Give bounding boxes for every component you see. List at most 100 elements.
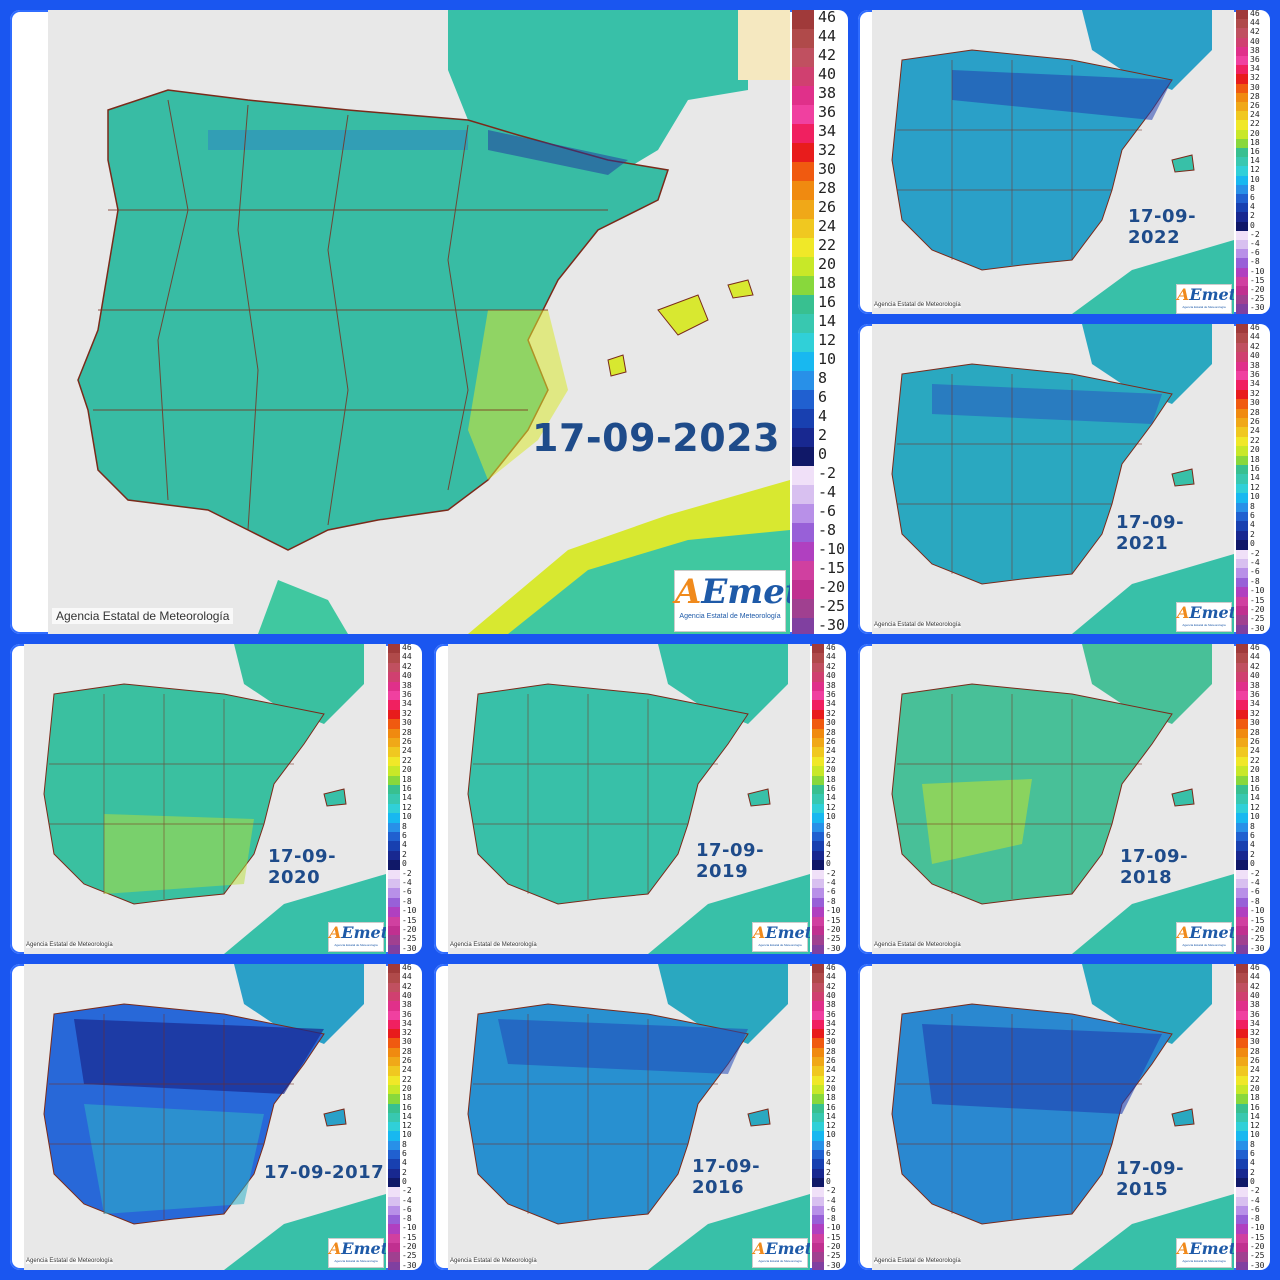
legend-swatch [1236,879,1248,889]
date-label: 17-09-2023 [532,416,781,460]
legend-swatch [812,1140,824,1151]
legend-label: 12 [1250,165,1260,175]
legend-label: 28 [402,727,412,737]
legend-swatch [812,1150,824,1160]
agency-credit: Agencia Estatal de Meteorología [450,942,537,948]
legend-label: -15 [402,915,417,925]
legend-label: -8 [402,1214,412,1224]
legend-swatch [1236,276,1248,287]
legend-label: 26 [1250,417,1260,426]
legend-swatch [1236,549,1248,560]
legend-label: 8 [826,1139,831,1149]
legend-swatch [1236,766,1248,777]
legend-label: 46 [1250,324,1260,332]
legend-swatch [812,897,824,908]
legend-swatch [1236,1094,1248,1104]
legend-label: -10 [1250,266,1265,276]
legend-label: 40 [826,671,836,681]
legend-swatch [388,1150,400,1160]
legend-swatch [1236,389,1248,400]
legend-label: 10 [1250,1130,1260,1140]
legend-label: 30 [1250,1037,1260,1047]
legend-swatch [792,618,814,634]
legend-swatch [1236,1224,1248,1235]
legend-swatch [388,803,400,814]
legend-swatch [812,700,824,711]
legend-label: 44 [1250,18,1260,28]
legend-label: 6 [1250,1149,1255,1158]
legend-label: 20 [826,765,836,775]
legend-label: -25 [1250,294,1265,304]
legend-swatch [1236,530,1248,541]
legend-label: -6 [1250,248,1260,258]
legend-swatch [812,1187,824,1197]
legend-swatch [812,1261,824,1270]
legend-swatch [812,691,824,701]
legend-swatch [1236,333,1248,344]
legend-label: 0 [402,859,407,869]
temperature-legend: 46 44 42 40 38 36 34 32 30 28 26 24 22 20 18 16 14 12 10 8 6… [388,644,422,954]
legend-label: 2 [826,1167,831,1177]
legend-label: -10 [402,906,417,916]
legend-label: -6 [1250,567,1260,577]
legend-swatch [812,973,824,984]
legend-label: 6 [826,1149,831,1158]
legend-swatch [1236,813,1248,824]
legend-label: 22 [402,755,412,765]
legend-swatch [388,719,400,730]
legend-swatch [388,1261,400,1270]
legend-label: 18 [826,774,836,784]
legend-swatch [1236,916,1248,927]
legend-label: -20 [1250,925,1265,934]
legend-swatch [388,1131,400,1142]
legend-swatch [812,822,824,833]
legend-label: -2 [826,1186,836,1196]
legend-label: 4 [826,840,831,850]
legend-label: 12 [402,1121,412,1131]
legend-swatch [812,719,824,730]
legend-swatch [388,1001,400,1011]
legend-label: 18 [818,274,837,292]
legend-label: 4 [1250,520,1255,530]
legend-swatch [792,181,814,201]
legend-swatch [1236,1075,1248,1086]
legend-swatch [388,1224,400,1235]
temperature-legend: 46 44 42 40 38 36 34 32 30 28 26 24 22 20 18 16 14 12 10 8 6… [812,964,846,1270]
legend-label: -8 [402,896,412,906]
legend-swatch [1236,1150,1248,1160]
legend-swatch [1236,474,1248,485]
legend-swatch [388,1140,400,1151]
legend-swatch [1236,1103,1248,1114]
legend-swatch [388,1252,400,1263]
legend-swatch [1236,973,1248,984]
legend-swatch [1236,1038,1248,1049]
legend-swatch [1236,747,1248,758]
legend-swatch [1236,408,1248,419]
legend-swatch [1236,120,1248,131]
legend-label: 44 [1250,652,1260,662]
legend-swatch [1236,926,1248,936]
legend-label: 34 [1250,1018,1260,1028]
legend-label: -4 [1250,1195,1260,1205]
legend-swatch [388,794,400,805]
legend-swatch [1236,1131,1248,1142]
legend-label: 32 [1250,73,1260,83]
legend-swatch [812,1233,824,1244]
legend-swatch [388,1112,400,1123]
legend-label: 0 [826,1176,831,1186]
legend-label: 12 [1250,1121,1260,1131]
legend-label: 18 [402,1093,412,1103]
legend-label: -2 [818,464,837,482]
legend-label: 2 [1250,1167,1255,1177]
legend-swatch [388,897,400,908]
legend-label: 40 [1250,36,1260,46]
legend-swatch [1236,803,1248,814]
date-label: 17-09-2015 [1116,1158,1185,1200]
legend-label: 40 [1250,671,1260,681]
legend-label: 28 [826,1046,836,1056]
legend-label: 14 [402,1111,412,1121]
legend-swatch [812,803,824,814]
legend-label: 10 [402,812,412,822]
legend-swatch [792,580,814,600]
legend-label: 22 [1250,435,1260,445]
